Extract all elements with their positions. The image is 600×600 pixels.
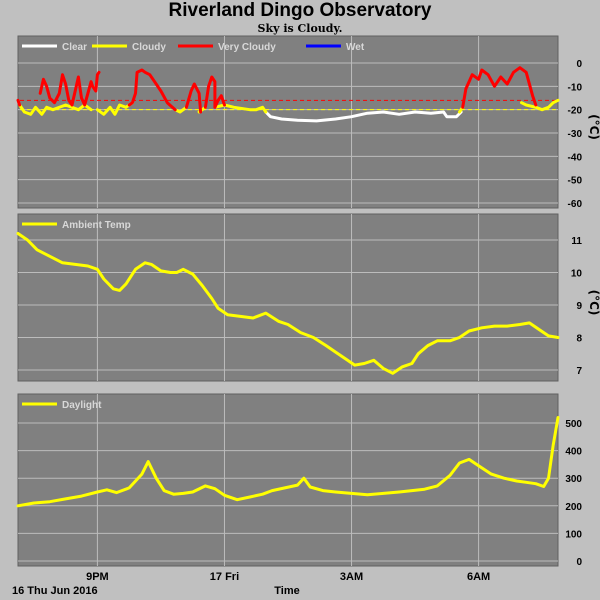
series-line-ambient-temp xyxy=(16,232,560,375)
y-tick-label: -50 xyxy=(568,176,583,187)
x-tick-label: 6AM xyxy=(467,571,490,583)
y-tick-label: 8 xyxy=(576,334,582,345)
legend-entry: Clear xyxy=(62,42,87,53)
y-tick-label: 100 xyxy=(565,529,582,540)
panel-3: 500 400 300 200 100 0 Daylight xyxy=(16,393,582,568)
sky-status-subtitle: Sky is Cloudy. xyxy=(257,22,343,35)
y-tick-label: -30 xyxy=(568,129,583,140)
y-tick-label: 0 xyxy=(576,59,582,70)
y-tick-label: 7 xyxy=(576,366,582,377)
series-line-cloudy xyxy=(95,101,134,116)
series-line-daylight xyxy=(16,416,560,508)
y-unit-label: (°C) xyxy=(587,114,600,140)
series-line-very-cloudy xyxy=(203,75,217,109)
series-line-clear xyxy=(264,110,463,123)
series-line-very-cloudy xyxy=(16,98,22,107)
series-line-very-cloudy xyxy=(38,70,101,107)
x-tick-label: 3AM xyxy=(340,571,363,583)
legend-entry: Wet xyxy=(346,42,365,53)
panel-1: 0 -10 -20 -30 -40 -50 -60 (°C) Clear Cloudy Very C… xyxy=(16,35,600,210)
y-tick-label: 500 xyxy=(565,419,582,430)
legend-entry: Very Cloudy xyxy=(218,42,276,53)
y-tick-label: 9 xyxy=(576,301,582,312)
legend-entry: Cloudy xyxy=(132,42,166,53)
y-tick-label: -40 xyxy=(568,152,583,163)
y-tick-label: -20 xyxy=(568,106,583,117)
plot-area xyxy=(17,213,559,382)
y-unit-label: (°C) xyxy=(587,290,600,316)
series-line-very-cloudy xyxy=(127,68,177,112)
y-tick-label: 200 xyxy=(565,502,582,513)
chart-title: Riverland Dingo Observatory xyxy=(168,0,432,21)
series-line-cloudy xyxy=(520,98,560,112)
date-label: 16 Thu Jun 2016 xyxy=(12,585,98,597)
series-line-very-cloudy xyxy=(213,94,226,109)
legend-entry: Daylight xyxy=(62,400,102,411)
x-tick-label: 9PM xyxy=(86,571,109,583)
panel-2: 11 10 9 8 7 (°C) Ambient Temp xyxy=(16,213,600,382)
y-tick-label: 300 xyxy=(565,474,582,485)
plot-area xyxy=(17,393,559,567)
series-line-very-cloudy xyxy=(184,82,203,114)
y-tick-label: 11 xyxy=(571,236,582,247)
y-tick-label: 400 xyxy=(565,447,582,458)
plot-area xyxy=(17,35,559,209)
x-tick-label: 17 Fri xyxy=(210,571,239,583)
series-line-cloudy xyxy=(18,103,93,116)
x-axis-title: Time xyxy=(274,585,299,597)
y-tick-label: -60 xyxy=(568,199,583,210)
series-line-cloudy xyxy=(173,105,188,114)
y-tick-label: -10 xyxy=(568,82,583,93)
series-line-very-cloudy xyxy=(461,66,538,109)
legend-entry: Ambient Temp xyxy=(62,220,131,231)
y-tick-label: 0 xyxy=(576,557,582,568)
y-tick-label: 10 xyxy=(571,269,583,280)
